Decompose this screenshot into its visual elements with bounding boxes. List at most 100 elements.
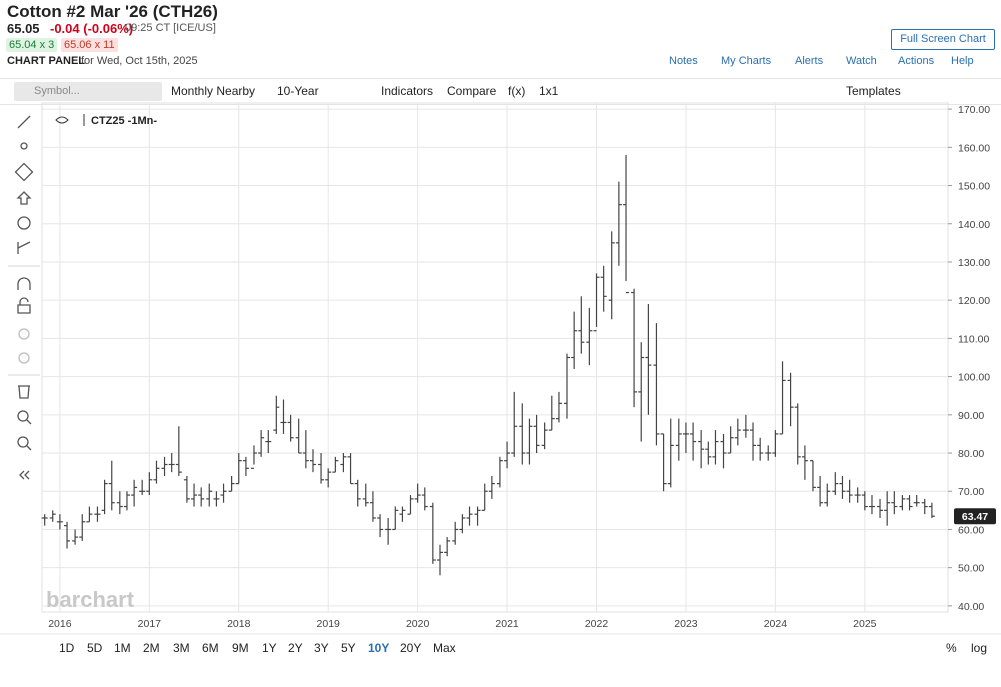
ohlc-bar <box>586 307 593 366</box>
ohlc-bar <box>444 537 451 557</box>
ohlc-bar <box>750 422 757 461</box>
frequency-menu[interactable]: Monthly Nearby <box>171 84 256 98</box>
ask: 65.06 x 11 <box>61 38 118 52</box>
watch-link[interactable]: Watch <box>846 55 877 67</box>
period-button[interactable]: 1M <box>114 641 131 655</box>
ohlc-bar <box>839 475 846 499</box>
ohlc-bar <box>906 495 913 511</box>
ohlc-bar <box>801 445 808 480</box>
panel-label: CHART PANEL <box>7 55 86 67</box>
period-button-active[interactable]: 10Y <box>368 641 390 655</box>
help-link[interactable]: Help <box>951 55 974 67</box>
ohlc-bar <box>459 514 466 534</box>
ohlc-bar <box>175 426 182 476</box>
period-button[interactable]: 3Y <box>314 641 329 655</box>
ohlc-bar <box>421 487 428 511</box>
y-tick-label: 140.00 <box>958 219 990 231</box>
ohlc-bar <box>302 430 309 469</box>
function-menu[interactable]: f(x) <box>508 84 526 98</box>
ohlc-bar <box>429 502 436 564</box>
x-tick-label: 2024 <box>764 618 788 630</box>
ohlc-bar <box>608 231 615 320</box>
ohlc-bar <box>690 422 697 461</box>
ohlc-bar <box>645 304 652 415</box>
x-tick-label: 2020 <box>406 618 430 630</box>
ohlc-bar <box>779 361 786 435</box>
ohlc-bar <box>332 456 339 473</box>
period-button[interactable]: 5Y <box>341 641 356 655</box>
period-button[interactable]: 3M <box>173 641 190 655</box>
y-tick-label: 80.00 <box>958 448 984 460</box>
panel-date: for Wed, Oct 15th, 2025 <box>81 55 198 67</box>
y-tick-label: 130.00 <box>958 257 990 269</box>
period-button[interactable]: 2M <box>143 641 160 655</box>
fullscreen-button[interactable]: Full Screen Chart <box>891 29 995 50</box>
layout-menu[interactable]: 1x1 <box>539 84 559 98</box>
percent-toggle[interactable]: % <box>946 641 957 655</box>
notes-link[interactable]: Notes <box>669 55 698 67</box>
ohlc-bar <box>794 403 801 465</box>
left-tool-icons <box>8 115 40 480</box>
period-button[interactable]: 1D <box>59 641 75 655</box>
ohlc-bar <box>340 453 347 473</box>
price-change: -0.04 (-0.06%) <box>50 21 134 36</box>
range-menu[interactable]: 10-Year <box>277 84 319 98</box>
ohlc-bar <box>824 483 831 507</box>
actions-link[interactable]: Actions <box>898 55 935 67</box>
ohlc-bar <box>273 395 280 434</box>
ohlc-bar <box>161 456 168 476</box>
ohlc-bar <box>452 521 459 545</box>
ohlc-bar <box>168 453 175 473</box>
ohlc-bar <box>228 475 235 492</box>
ohlc-bar <box>235 453 242 485</box>
ohlc-bar <box>191 483 198 507</box>
legend: CTZ25 -1Mn- <box>91 115 157 127</box>
period-button[interactable]: Max <box>433 641 456 655</box>
ohlc-bar <box>698 430 705 469</box>
ohlc-bar <box>101 479 108 515</box>
symbol-search[interactable]: Symbol... <box>14 82 162 101</box>
period-button[interactable]: 2Y <box>288 641 303 655</box>
ohlc-bar <box>533 414 540 454</box>
my-charts-link[interactable]: My Charts <box>721 55 772 67</box>
ohlc-bar <box>809 460 816 492</box>
ohlc-bar <box>541 422 548 450</box>
log-toggle[interactable]: log <box>971 641 988 655</box>
period-button[interactable]: 5D <box>87 641 103 655</box>
compare-menu[interactable]: Compare <box>447 84 497 98</box>
plot-frame <box>41 102 949 613</box>
ohlc-bar <box>928 502 935 518</box>
period-button[interactable]: 6M <box>202 641 219 655</box>
ohlc-bar <box>765 445 772 461</box>
ohlc-bar <box>354 479 361 507</box>
period-button[interactable]: 20Y <box>400 641 422 655</box>
x-tick-label: 2025 <box>853 618 877 630</box>
x-tick-label: 2022 <box>585 618 609 630</box>
ohlc-bar <box>183 475 190 503</box>
x-tick-label: 2019 <box>317 618 341 630</box>
ohlc-bar <box>623 154 630 294</box>
ohlc-bar <box>265 430 272 454</box>
ohlc-bar <box>742 414 749 438</box>
ohlc-bar <box>385 517 392 545</box>
ohlc-bar <box>504 441 511 469</box>
x-tick-label: 2021 <box>495 618 519 630</box>
templates-menu[interactable]: Templates <box>846 84 901 98</box>
ohlc-bar <box>653 323 660 446</box>
ohlc-bar <box>94 506 101 522</box>
ohlc-bar <box>481 483 488 511</box>
ohlc-bar <box>206 483 213 507</box>
ohlc-bar <box>49 510 56 522</box>
period-button[interactable]: 1Y <box>262 641 277 655</box>
title: Cotton #2 Mar '26 (CTH26) <box>7 2 218 21</box>
period-button[interactable]: 9M <box>232 641 249 655</box>
ohlc-bar <box>667 418 674 488</box>
ohlc-bar <box>79 514 86 541</box>
alerts-link[interactable]: Alerts <box>795 55 824 67</box>
y-tick-label: 50.00 <box>958 563 984 575</box>
ohlc-bar <box>41 514 48 526</box>
indicators-menu[interactable]: Indicators <box>381 84 434 98</box>
ohlc-bar <box>64 521 71 549</box>
y-tick-label: 110.00 <box>958 333 989 345</box>
